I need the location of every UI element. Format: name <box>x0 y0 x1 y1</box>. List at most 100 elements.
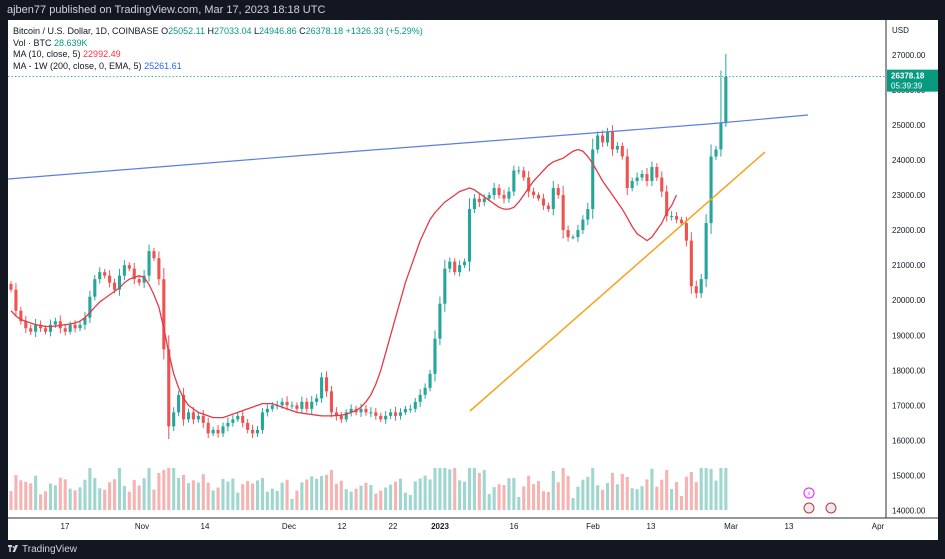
candle-body <box>265 408 269 413</box>
candle-body <box>665 191 669 217</box>
volume-bar <box>206 482 210 510</box>
volume-bar <box>408 495 412 510</box>
price-chart[interactable]: USD27000.0026000.0025000.0024000.0023000… <box>8 20 938 540</box>
volume-bar <box>423 475 427 510</box>
volume-bar <box>403 492 407 510</box>
candle-body <box>162 279 166 350</box>
candle-body <box>699 279 703 294</box>
volume-bar <box>93 478 97 510</box>
candle-body <box>418 394 422 402</box>
lightning-icon: ⚡ <box>807 490 812 498</box>
legend-open-value: 25052.11 <box>168 26 205 36</box>
legend-ma10-label: MA (10, close, 5) <box>13 49 81 59</box>
candle-body <box>527 177 531 192</box>
candle-body <box>482 198 486 203</box>
candle-body <box>502 195 506 199</box>
legend-ohlc-row: Bitcoin / U.S. Dollar, 1D, COINBASE O250… <box>13 26 423 38</box>
volume-bar <box>665 470 669 510</box>
time-axis-tick: 16 <box>510 522 519 531</box>
candle-body <box>137 279 141 283</box>
volume-bar <box>216 487 220 510</box>
candle-body <box>324 377 329 392</box>
candle-body <box>492 188 496 196</box>
publisher-text: ajben77 published on TradingView.com, Ma… <box>7 4 326 16</box>
candle-body <box>216 429 220 434</box>
price-axis-tick: 18000.00 <box>892 366 926 375</box>
volume-bar <box>625 477 629 510</box>
volume-bar <box>142 478 146 510</box>
volume-bar <box>290 499 294 510</box>
volume-bar <box>615 484 619 510</box>
candle-body <box>339 415 343 420</box>
candle-body <box>679 219 684 224</box>
time-axis-tick: Mar <box>724 522 738 531</box>
volume-bar <box>177 478 181 510</box>
volume-bar <box>418 478 422 510</box>
volume-bar <box>265 491 269 510</box>
candle-body <box>196 415 200 420</box>
candle-body <box>359 408 363 413</box>
volume-bar <box>53 485 57 510</box>
volume-bar <box>433 468 437 510</box>
volume-bar <box>398 478 403 510</box>
candle-body <box>255 429 260 434</box>
publisher-bar: ajben77 published on TradingView.com, Ma… <box>0 0 945 20</box>
candle-body <box>14 289 18 311</box>
time-axis-tick: 2023 <box>431 522 449 531</box>
price-axis-tick: 21000.00 <box>892 261 926 270</box>
volume-bar <box>122 485 126 510</box>
volume-bar <box>714 480 718 510</box>
candle-body <box>177 394 181 413</box>
legend-ma10-value: 22992.49 <box>83 49 121 59</box>
candle-body <box>43 328 48 332</box>
price-axis-tick: 20000.00 <box>892 296 926 305</box>
candle-body <box>403 408 407 413</box>
volume-bar <box>132 480 136 510</box>
volume-bar <box>507 478 511 510</box>
candle-body <box>83 317 87 325</box>
volume-bar <box>300 482 304 510</box>
volume-bar <box>320 476 324 510</box>
legend-high-value: 27033.04 <box>213 26 252 36</box>
candle-body <box>684 223 688 241</box>
candle-body <box>689 240 693 287</box>
candle-body <box>344 412 348 420</box>
ma10-line <box>10 148 678 419</box>
time-axis-tick: 17 <box>61 522 70 531</box>
volume-bar <box>58 477 62 510</box>
candle-body <box>53 321 57 325</box>
volume-bar <box>709 469 713 510</box>
candle-body <box>463 261 467 266</box>
candle-body <box>182 394 186 420</box>
footer-bar: TradingView <box>0 540 945 559</box>
candle-body <box>211 429 215 434</box>
volume-bar <box>108 482 112 510</box>
volume-bar <box>191 480 195 510</box>
candle-body <box>517 170 521 172</box>
volume-bar <box>19 480 23 510</box>
volume-bar <box>487 494 491 510</box>
volume-bar <box>571 498 575 510</box>
candle-body <box>147 251 151 276</box>
candle-body <box>448 261 452 269</box>
time-axis-tick: Dec <box>282 522 296 531</box>
candle-body <box>443 268 447 304</box>
volume-bar <box>241 484 245 510</box>
chart-frame[interactable]: USD27000.0026000.0025000.0024000.0023000… <box>8 20 938 540</box>
volume-bar <box>201 474 205 510</box>
volume-bar <box>280 482 284 510</box>
legend-symbol: Bitcoin / U.S. Dollar, 1D, COINBASE <box>13 26 159 36</box>
candle-body <box>29 328 33 332</box>
candle-body <box>453 261 457 273</box>
candle-body <box>423 387 427 395</box>
volume-bar <box>384 487 388 510</box>
volume-bar <box>137 485 141 510</box>
volume-bar <box>517 497 521 510</box>
candle-body <box>315 398 319 402</box>
candle-body <box>458 265 462 273</box>
volume-bar <box>551 471 555 510</box>
candle-body <box>186 412 191 420</box>
candle-body <box>522 170 526 178</box>
candle-body <box>127 265 131 269</box>
volume-bar <box>596 485 600 510</box>
